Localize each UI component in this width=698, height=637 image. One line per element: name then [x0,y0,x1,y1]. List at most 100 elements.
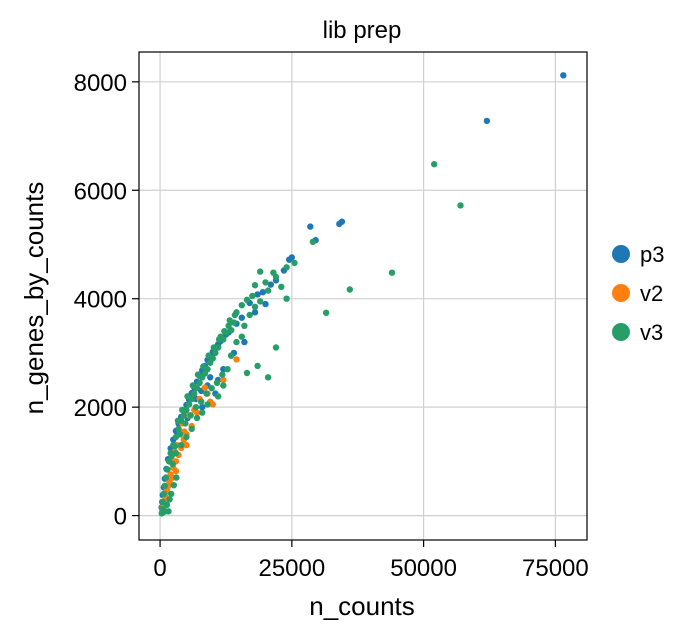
data-point-v3 [278,283,285,290]
data-point-p3 [286,256,293,263]
data-point-v3 [160,490,167,498]
y-tick-label: 2000 [74,395,127,422]
data-point-p3 [262,300,269,308]
data-point-v3 [322,309,330,316]
y-tick-label: 8000 [74,70,127,97]
data-point-v3 [241,322,248,329]
data-point-p3 [254,291,261,298]
data-point-v3 [179,406,186,414]
data-point-v3 [388,269,396,276]
data-point-v3 [161,482,168,489]
data-point-p3 [238,314,245,321]
data-point-v3 [257,268,264,275]
data-point-p3 [241,338,248,346]
data-point-p3 [199,404,206,411]
data-point-p3 [251,309,259,316]
data-point-v3 [198,398,205,405]
data-point-v3 [172,450,180,457]
data-point-v2 [172,467,180,475]
data-point-v3 [207,359,214,366]
x-axis-label: n_counts [309,591,415,621]
data-point-v2 [233,356,240,363]
data-point-v3 [272,344,280,351]
data-point-v3 [194,371,202,378]
data-point-v3 [185,401,193,408]
data-point-v3 [215,336,223,343]
data-point-v3 [243,369,251,377]
data-point-v3 [173,474,180,481]
data-point-v3 [163,501,171,508]
data-point-v3 [262,279,269,286]
data-point-v3 [176,431,184,438]
legend-label-v3: v3 [640,320,663,345]
x-tick-label: 50000 [390,555,457,582]
data-point-v3 [205,352,212,359]
data-points [158,72,567,517]
data-point-v3 [251,303,259,310]
data-point-v3 [187,412,194,419]
data-point-v3 [180,412,187,419]
data-point-v3 [182,420,189,427]
data-point-v3 [212,349,219,357]
data-point-v3 [189,382,196,389]
data-point-v3 [225,322,232,329]
data-point-v3 [283,264,290,271]
data-point-v3 [221,328,228,335]
data-point-v3 [183,433,190,441]
data-point-p3 [336,220,343,228]
data-point-p3 [259,289,267,296]
chart-title: lib prep [323,17,402,44]
data-point-v3 [170,482,177,489]
data-point-v3 [210,344,217,351]
data-point-v3 [264,374,272,381]
data-point-v3 [200,363,207,370]
data-point-v3 [219,371,226,378]
data-point-v3 [233,338,240,346]
data-point-v3 [168,490,175,498]
y-axis-label: n_genes_by_counts [19,182,49,415]
legend-label-p3: p3 [640,242,664,267]
legend: p3 v2 v3 [612,242,664,345]
data-point-v3 [283,295,290,302]
data-point-v3 [191,390,198,397]
data-point-p3 [207,374,214,381]
data-point-v3 [208,385,215,392]
data-point-v3 [264,287,272,294]
data-point-v3 [203,390,210,397]
legend-marker-v3 [612,323,630,341]
axes: 0 25000 50000 75000 0 2000 4000 6000 8000 [74,70,589,582]
data-point-v3 [162,474,170,481]
x-tick-label: 25000 [258,555,325,582]
data-point-v3 [243,296,251,303]
data-point-v3 [346,286,353,293]
data-point-v3 [231,311,239,319]
data-point-v3 [178,441,185,449]
data-point-p3 [483,117,491,125]
data-point-v3 [431,161,438,168]
y-tick-label: 6000 [74,178,127,205]
data-point-v3 [272,273,280,281]
data-point-v3 [291,259,298,267]
grid-lines [139,52,587,540]
data-point-v3 [174,417,182,424]
data-point-v3 [309,238,317,245]
legend-label-v2: v2 [640,281,663,306]
data-point-v3 [199,409,206,416]
plot-frame [138,51,588,541]
data-point-v3 [213,379,221,386]
data-point-v3 [238,333,245,340]
data-point-v3 [193,414,201,422]
data-point-v3 [226,317,233,324]
data-point-v3 [192,404,200,411]
data-point-v2 [183,441,190,449]
data-point-v3 [171,443,178,450]
data-point-v3 [257,298,264,305]
data-point-v3 [220,382,227,389]
data-point-p3 [267,281,274,288]
legend-marker-v2 [612,284,630,302]
data-point-v3 [254,362,261,370]
data-point-v3 [214,393,222,400]
data-point-v3 [175,425,182,432]
